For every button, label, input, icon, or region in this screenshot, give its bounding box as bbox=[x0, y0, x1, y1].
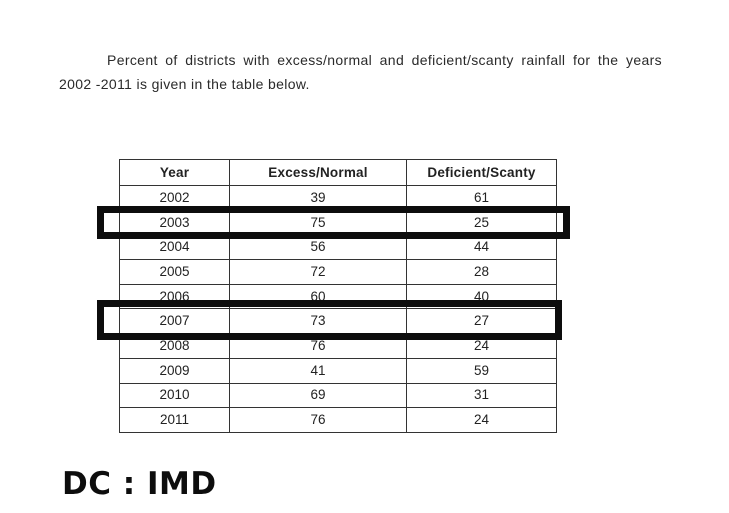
cell-deficient-scanty: 44 bbox=[406, 234, 557, 261]
cell-excess-normal: 60 bbox=[229, 283, 407, 310]
source-tag: DC : IMD bbox=[62, 466, 217, 502]
cell-deficient-scanty: 31 bbox=[406, 382, 557, 409]
cell-deficient-scanty: 28 bbox=[406, 259, 557, 285]
table-row: 2010 69 31 bbox=[119, 382, 557, 409]
table-row: 2006 60 40 bbox=[119, 283, 557, 310]
cell-year: 2003 bbox=[119, 209, 230, 236]
cell-excess-normal: 39 bbox=[229, 185, 407, 211]
cell-year: 2004 bbox=[119, 234, 230, 261]
table-row: 2011 76 24 bbox=[119, 407, 557, 433]
cell-excess-normal: 75 bbox=[229, 209, 407, 236]
cell-excess-normal: 76 bbox=[229, 407, 407, 433]
cell-deficient-scanty: 24 bbox=[406, 407, 557, 433]
cell-excess-normal: 76 bbox=[229, 333, 407, 359]
cell-year: 2007 bbox=[119, 308, 230, 335]
cell-year: 2005 bbox=[119, 259, 230, 285]
table-row: 2003 75 25 bbox=[119, 209, 557, 236]
cell-excess-normal: 41 bbox=[229, 357, 407, 384]
cell-deficient-scanty: 24 bbox=[406, 333, 557, 359]
header-year: Year bbox=[119, 159, 230, 186]
cell-year: 2009 bbox=[119, 357, 230, 384]
header-excess-normal: Excess/Normal bbox=[229, 159, 407, 186]
cell-year: 2008 bbox=[119, 333, 230, 359]
cell-excess-normal: 72 bbox=[229, 259, 407, 285]
cell-deficient-scanty: 40 bbox=[406, 283, 557, 310]
cell-excess-normal: 56 bbox=[229, 234, 407, 261]
intro-paragraph: Percent of districts with excess/normal … bbox=[59, 52, 662, 92]
cell-year: 2006 bbox=[119, 283, 230, 310]
table-row: 2004 56 44 bbox=[119, 234, 557, 261]
cell-excess-normal: 69 bbox=[229, 382, 407, 409]
rainfall-table: Year Excess/Normal Deficient/Scanty 2002… bbox=[119, 159, 557, 433]
table-row: 2005 72 28 bbox=[119, 259, 557, 285]
cell-year: 2011 bbox=[119, 407, 230, 433]
cell-deficient-scanty: 59 bbox=[406, 357, 557, 384]
cell-year: 2010 bbox=[119, 382, 230, 409]
table-row: 2009 41 59 bbox=[119, 357, 557, 384]
header-deficient-scanty: Deficient/Scanty bbox=[406, 159, 557, 186]
cell-excess-normal: 73 bbox=[229, 308, 407, 335]
table-row: 2002 39 61 bbox=[119, 185, 557, 211]
cell-deficient-scanty: 27 bbox=[406, 308, 557, 335]
table-row: 2008 76 24 bbox=[119, 333, 557, 359]
table-row: 2007 73 27 bbox=[119, 308, 557, 335]
cell-deficient-scanty: 25 bbox=[406, 209, 557, 236]
cell-deficient-scanty: 61 bbox=[406, 185, 557, 211]
cell-year: 2002 bbox=[119, 185, 230, 211]
table-header-row: Year Excess/Normal Deficient/Scanty bbox=[119, 159, 557, 186]
